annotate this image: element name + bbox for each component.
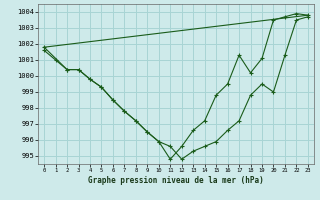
X-axis label: Graphe pression niveau de la mer (hPa): Graphe pression niveau de la mer (hPa) [88,176,264,185]
